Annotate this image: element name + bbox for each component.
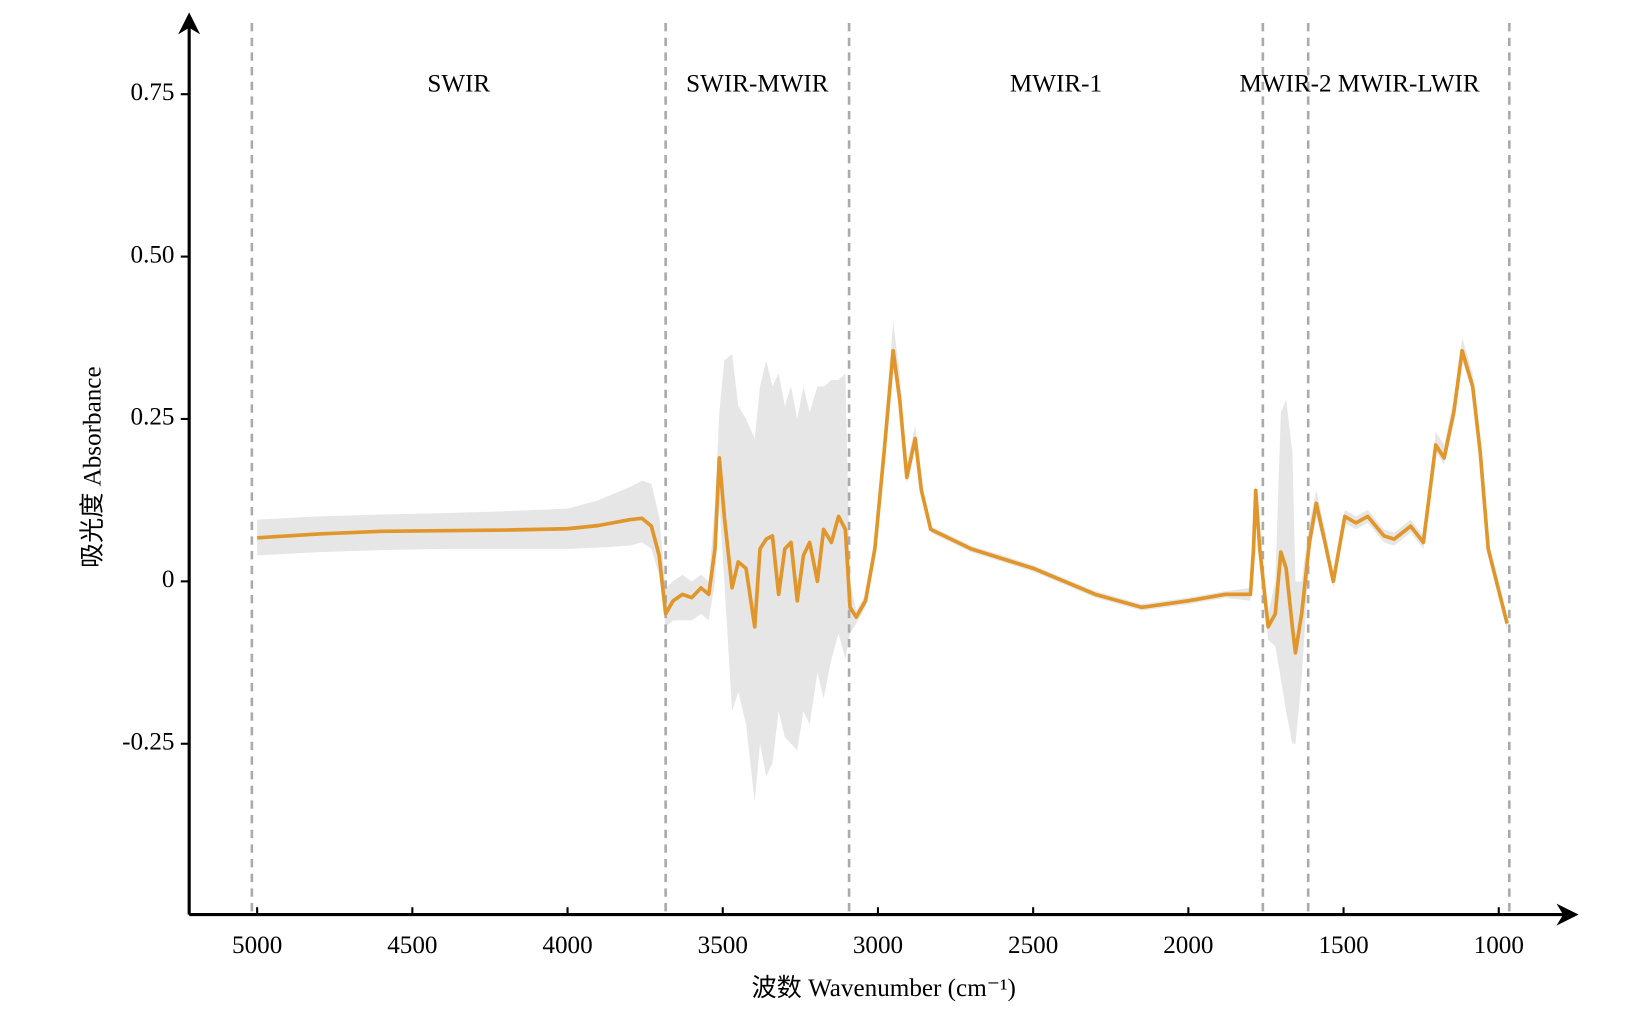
absorbance-line xyxy=(257,348,1509,655)
y-tick-label: 0.25 xyxy=(131,404,175,431)
region-label: MWIR-2 xyxy=(1239,71,1331,98)
x-axis-label: 波数 Wavenumber (cm⁻¹) xyxy=(752,974,1016,1002)
y-tick-label: 0.50 xyxy=(131,241,175,268)
y-tick-label: 0.75 xyxy=(131,79,175,106)
x-tick-label: 2000 xyxy=(1163,932,1213,959)
x-tick-label: 2500 xyxy=(1008,932,1058,959)
x-tick-label: 1000 xyxy=(1474,932,1524,959)
region-label: MWIR-1 xyxy=(1010,71,1102,98)
spread-band xyxy=(257,321,1508,803)
y-tick-label: -0.25 xyxy=(122,729,174,756)
region-label: SWIR xyxy=(427,71,490,98)
tick-layer: 5000 4500 4000 3500 3000 2500 2000 1500 1000 0.75… xyxy=(122,79,1524,959)
region-label: MWIR-LWIR xyxy=(1338,71,1480,98)
x-tick-label: 3000 xyxy=(853,932,903,959)
boundary-layer: SWIR SWIR-MWIR MWIR-1 MWIR-2 MWIR-LWIR xyxy=(250,23,1511,915)
x-tick-label: 4000 xyxy=(542,932,592,959)
x-tick-label: 1500 xyxy=(1318,932,1368,959)
x-tick-label: 4500 xyxy=(387,932,437,959)
region-label: SWIR-MWIR xyxy=(686,71,829,98)
x-tick-label: 5000 xyxy=(232,932,282,959)
band-layer xyxy=(257,321,1508,803)
y-axis-label: 吸光度 Absorbance xyxy=(79,366,107,568)
line-layer xyxy=(257,348,1509,655)
x-tick-label: 3500 xyxy=(698,932,748,959)
y-tick-label: 0 xyxy=(162,566,175,593)
